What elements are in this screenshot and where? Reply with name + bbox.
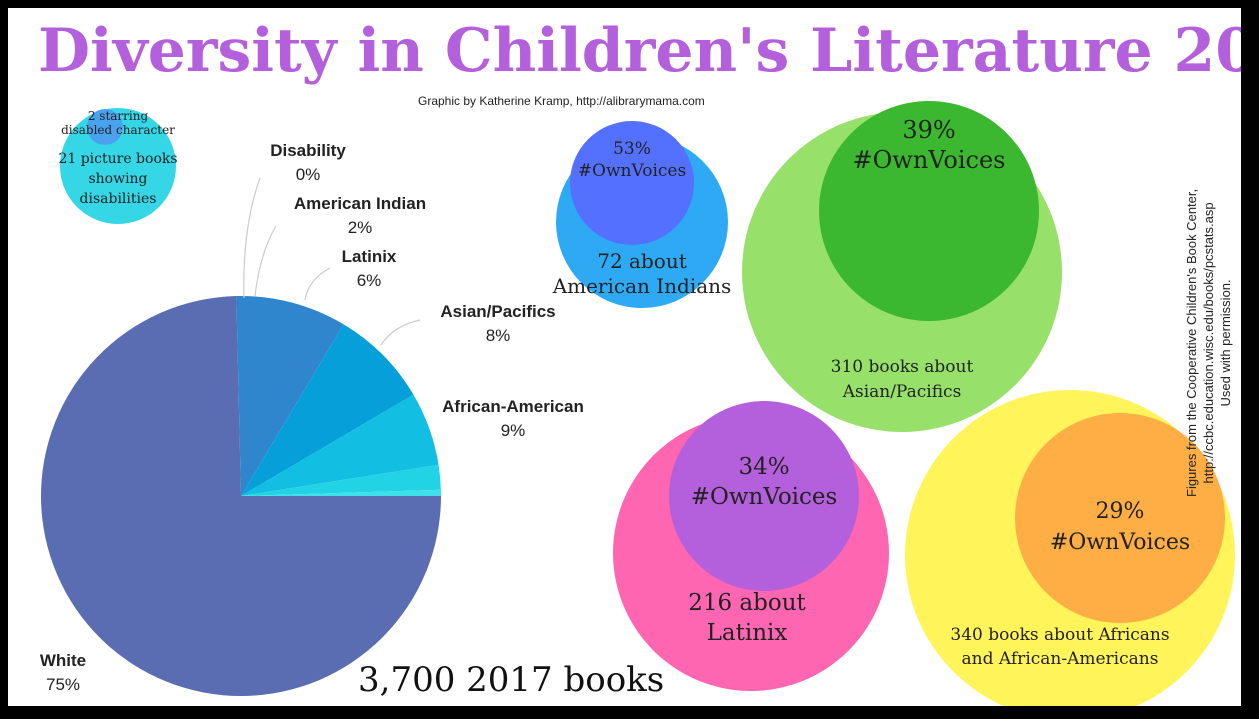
own-voices-label: #OwnVoices: [852, 146, 1006, 174]
asian-pacifics-bubble-inner: [819, 101, 1039, 321]
american-indian-outer-text: 72 about American Indians: [532, 249, 752, 299]
own-voices-label: #OwnVoices: [577, 161, 687, 181]
disability-bubble-inner: [87, 109, 123, 145]
pie-label-name: Disability: [270, 141, 346, 160]
pie-chart: [40, 296, 441, 696]
bubble-total-line1: 310 books about: [830, 357, 974, 377]
source-credit: Figures from the Cooperative Children's …: [1184, 189, 1235, 497]
disability-note-line3: 21 picture books: [58, 151, 178, 167]
graphic-credit: Graphic by Katherine Kramp, http://alibr…: [418, 94, 705, 108]
african-american-outer-text: 340 books about Africans and African-Ame…: [930, 623, 1190, 671]
source-line3: Used with permission.: [1217, 279, 1233, 407]
disability-note-line5: disabilities: [79, 191, 157, 207]
pie-label-name: American Indian: [293, 194, 427, 213]
bubble-total-line1: 72 about: [597, 249, 687, 273]
bubble-total-line2: Asian/Pacifics: [842, 382, 962, 402]
pie-label-percent: 9%: [500, 421, 526, 440]
pie-label-percent: 6%: [356, 271, 382, 290]
pie-label-name: African-American: [442, 397, 584, 416]
leader-line-latinix: [304, 267, 331, 301]
pie-label-white: White 75%: [28, 651, 98, 695]
pie-label-percent: 2%: [347, 218, 373, 237]
total-books-label: 3,700 2017 books: [358, 660, 665, 700]
own-voices-percent: 39%: [902, 116, 956, 144]
source-line1: Figures from the Cooperative Children's …: [1184, 188, 1199, 497]
asian-pacifics-outer-text: 310 books about Asian/Pacifics: [802, 355, 1002, 405]
disability-note-line2: disabled character: [61, 123, 175, 137]
bubble-total-line2: and African-Americans: [961, 649, 1159, 669]
pie-label-percent: 8%: [485, 326, 511, 345]
disability-note-line1: 2 starring: [87, 109, 149, 123]
infographic: Diversity in Children's Literature 2017 …: [8, 8, 1241, 706]
disability-note-line4: showing: [88, 171, 148, 187]
african-american-bubble-inner: [1015, 413, 1225, 623]
pie-label-name: White: [39, 651, 87, 670]
bubble-total-line1: 216 about: [688, 590, 806, 616]
pie-label-african-american: African-American 9%: [413, 397, 613, 441]
american-indian-bubble-inner: [570, 121, 694, 245]
african-american-inner-text: 29% #OwnVoices: [1020, 496, 1220, 558]
pie-slice-latinix: [241, 394, 439, 496]
pie-slice-asian-pacifics: [241, 324, 414, 496]
disability-note-bottom: 21 picture books showing disabilities: [48, 149, 188, 209]
pie-label-percent: 75%: [45, 675, 81, 694]
own-voices-percent: 34%: [738, 454, 790, 480]
bubble-total-line2: American Indians: [552, 274, 732, 298]
pie-label-name: Asian/Pacifics: [440, 302, 556, 321]
own-voices-label: #OwnVoices: [690, 484, 838, 510]
leader-line-asian-pacifics: [380, 319, 421, 346]
pie-label-disability: Disability 0%: [218, 141, 398, 185]
bubble-total-line1: 340 books about Africans: [950, 625, 1170, 645]
pie-label-asian-pacifics: Asian/Pacifics 8%: [408, 302, 588, 346]
asian-pacifics-inner-text: 39% #OwnVoices: [819, 115, 1039, 175]
latinix-outer-text: 216 about Latinix: [647, 588, 847, 648]
chart-svg: [40, 101, 1235, 706]
pie-slice-white: [40, 296, 441, 696]
latinix-inner-text: 34% #OwnVoices: [664, 452, 864, 512]
disability-note-top: 2 starring disabled character: [48, 109, 188, 137]
american-indian-inner-text: 53% #OwnVoices: [552, 138, 712, 182]
own-voices-percent: 29%: [1095, 499, 1145, 524]
disability-bubble-outer: [60, 108, 176, 224]
leader-line-disability: [243, 177, 261, 299]
pie-label-american-indian: American Indian 2%: [270, 194, 450, 238]
pie-slice-american-indian: [241, 464, 441, 496]
pie-label-name: Latinix: [341, 247, 397, 266]
own-voices-label: #OwnVoices: [1049, 530, 1191, 555]
bubble-total-line2: Latinix: [706, 620, 788, 646]
page-title: Diversity in Children's Literature 2017: [38, 16, 1241, 86]
own-voices-percent: 53%: [613, 139, 651, 159]
pie-label-latinix: Latinix 6%: [309, 247, 429, 291]
source-line2: http://ccbc.education.wisc.edu/books/pcs…: [1200, 202, 1216, 484]
latinix-bubble-inner: [669, 401, 859, 591]
pie-label-percent: 0%: [295, 165, 321, 184]
pie-slice-disability: [241, 489, 441, 496]
pie-slice-african-american: [236, 296, 344, 496]
leader-line-american-indian: [254, 225, 277, 297]
